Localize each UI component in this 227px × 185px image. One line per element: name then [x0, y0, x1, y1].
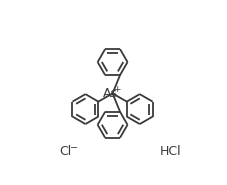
Text: As: As	[103, 87, 118, 100]
Text: Cl: Cl	[59, 145, 71, 158]
Text: HCl: HCl	[159, 145, 180, 158]
Text: −: −	[69, 143, 78, 153]
Text: +: +	[113, 85, 120, 94]
